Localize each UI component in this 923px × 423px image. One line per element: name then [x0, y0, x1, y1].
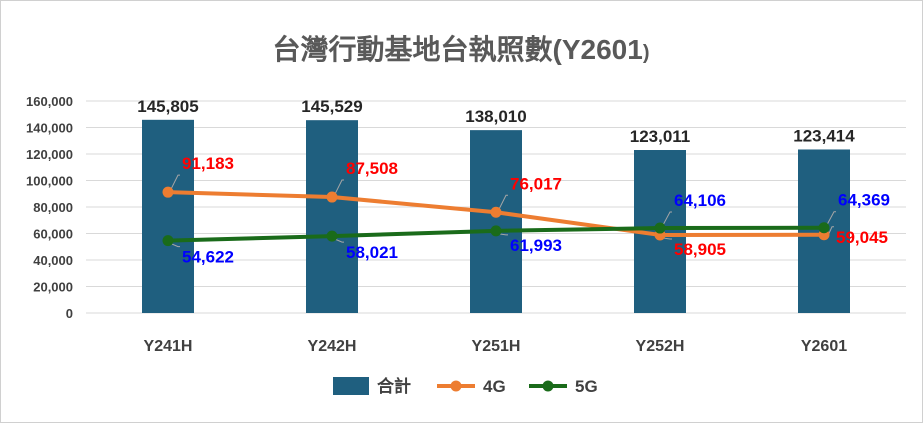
data-labels: 145,805 145,529 138,010 123,011 123,414 91,18… [137, 97, 890, 267]
legend-label: 合計 [377, 376, 411, 396]
series-point-5g [326, 230, 338, 242]
y-tick-label: 20,000 [33, 280, 73, 295]
label-leader-lines [170, 174, 836, 248]
series-point-4g [490, 206, 502, 218]
bar [142, 119, 194, 313]
label-leader [498, 194, 508, 210]
y-tick-label: 140,000 [26, 121, 73, 136]
y-tick-label: 160,000 [26, 94, 73, 109]
legend-marker [450, 380, 462, 392]
label-leader [826, 211, 836, 225]
line-value-label: 54,622 [182, 248, 234, 267]
y-tick-label: 60,000 [33, 227, 73, 242]
bar-value-label: 123,011 [630, 127, 691, 146]
line-value-label: 59,045 [836, 228, 888, 247]
series-point-5g [654, 222, 666, 234]
legend-marker [542, 380, 554, 392]
line-value-label: 91,183 [182, 154, 234, 173]
chart-title-paren: ) [643, 42, 650, 64]
series-point-5g [490, 225, 502, 237]
label-leader [170, 243, 180, 248]
x-tick-label: Y2601 [801, 338, 847, 355]
legend-label: 4G [483, 377, 506, 396]
bar [306, 120, 358, 313]
y-tick-label: 100,000 [26, 174, 73, 189]
series-point-4g [162, 186, 174, 198]
legend-label: 5G [575, 377, 598, 396]
bar-value-label: 145,805 [137, 97, 198, 116]
label-leader [662, 211, 672, 226]
legend: 合計 4G 5G [333, 376, 598, 396]
line-value-label: 64,106 [674, 191, 726, 210]
x-tick-label: Y251H [472, 338, 521, 355]
chart-title-main: 台灣行動基地台執照數(Y2601 [273, 33, 643, 65]
bar-value-label: 145,529 [301, 97, 362, 116]
bar [470, 130, 522, 313]
line-value-label: 61,993 [510, 236, 562, 255]
legend-swatch-total [333, 377, 369, 395]
label-leader [170, 174, 180, 190]
label-leader [334, 238, 344, 243]
x-axis: Y241H Y242H Y251H Y252H Y2601 [144, 338, 848, 355]
series-point-5g [818, 222, 830, 234]
y-axis: 0 20,000 40,000 60,000 80,000 100,000 120,000 1… [26, 94, 73, 321]
x-tick-label: Y252H [636, 338, 685, 355]
y-tick-label: 40,000 [33, 253, 73, 268]
line-value-label: 64,369 [838, 191, 890, 210]
x-tick-label: Y241H [144, 338, 193, 355]
line-value-label: 76,017 [510, 174, 562, 193]
bar-value-label: 138,010 [465, 107, 526, 126]
chart-title: 台灣行動基地台執照數(Y2601) [273, 33, 650, 65]
line-value-label: 58,905 [674, 240, 726, 259]
bar-value-label: 123,414 [793, 126, 855, 145]
label-leader [662, 237, 672, 240]
label-leader [334, 179, 344, 195]
lines [162, 186, 830, 247]
y-tick-label: 0 [66, 306, 73, 321]
y-tick-label: 120,000 [26, 147, 73, 162]
series-point-4g [326, 191, 338, 203]
series-point-5g [162, 235, 174, 247]
x-tick-label: Y242H [308, 338, 357, 355]
line-value-label: 87,508 [346, 159, 398, 178]
y-tick-label: 80,000 [33, 200, 73, 215]
bars [142, 119, 850, 313]
label-leader [498, 233, 508, 236]
line-value-label: 58,021 [346, 243, 398, 262]
